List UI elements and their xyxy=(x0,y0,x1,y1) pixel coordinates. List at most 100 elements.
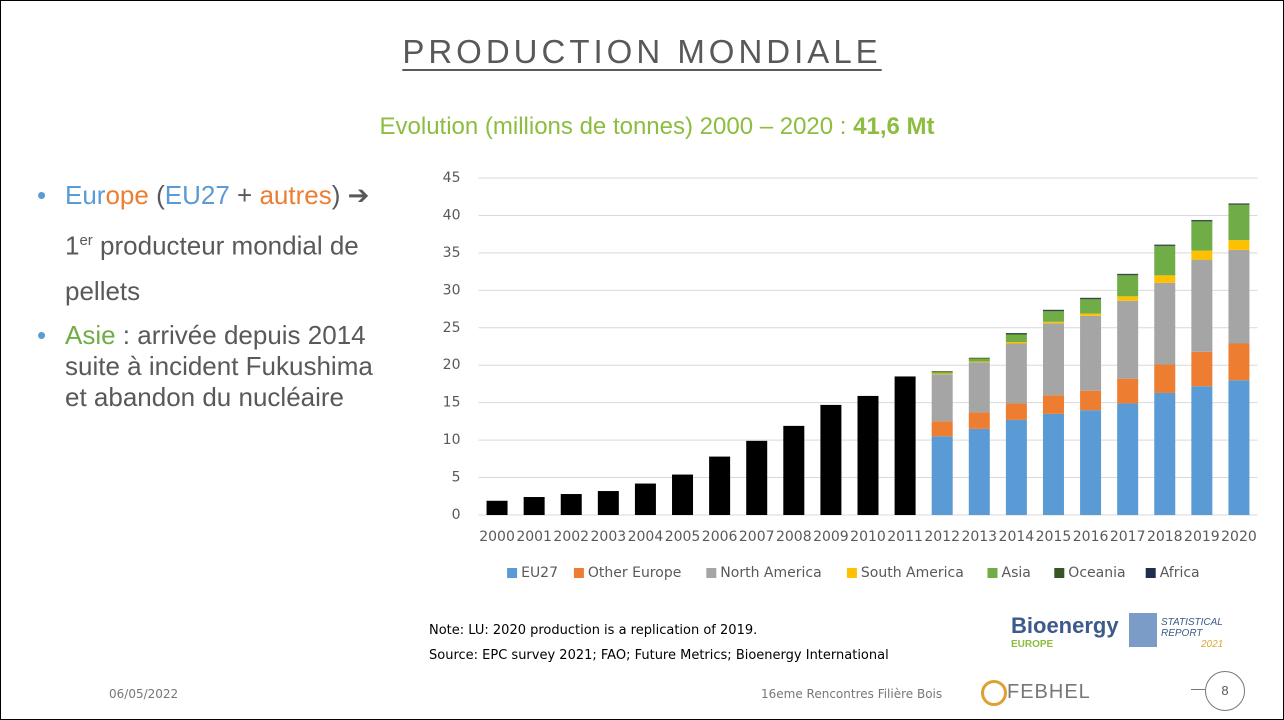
bar-segment xyxy=(1191,259,1213,352)
x-tick-label: 2003 xyxy=(591,529,627,545)
bar-segment xyxy=(1154,245,1176,247)
bar-segment xyxy=(1005,333,1027,334)
bar-segment xyxy=(1154,244,1176,246)
report-text: REPORT xyxy=(1161,628,1203,639)
x-tick-label: 2017 xyxy=(1110,529,1146,545)
bar-segment xyxy=(746,440,768,515)
y-tick-label: 35 xyxy=(443,245,461,261)
bar-segment xyxy=(968,362,990,413)
y-tick-label: 0 xyxy=(452,507,461,523)
bullet-list: Europe (EU27 + autres) ➔ 1er producteur … xyxy=(37,173,377,413)
report-icon xyxy=(1129,613,1157,647)
page-number: 8 xyxy=(1205,671,1245,711)
bar-segment xyxy=(1080,315,1102,391)
bar-segment xyxy=(968,428,990,515)
bar-segment xyxy=(968,357,990,359)
bullet: Asie : arrivée depuis 2014 suite à incid… xyxy=(37,320,377,413)
bar-segment xyxy=(1154,392,1176,515)
y-tick-label: 40 xyxy=(443,207,461,223)
bar-segment xyxy=(1080,299,1102,314)
bar-segment xyxy=(1117,273,1139,275)
bar-segment xyxy=(1228,249,1250,344)
bar-segment xyxy=(1154,364,1176,393)
bar-segment xyxy=(1005,343,1027,404)
bar-segment xyxy=(1191,351,1213,387)
x-tick-label: 2002 xyxy=(553,529,589,545)
bar-segment xyxy=(1042,321,1064,324)
bar-segment xyxy=(1154,246,1176,276)
y-tick-label: 5 xyxy=(452,470,461,486)
subtitle: Evolution (millions de tonnes) 2000 – 20… xyxy=(1,113,1283,141)
legend-swatch xyxy=(507,568,518,578)
y-tick-label: 15 xyxy=(443,395,461,411)
bar-segment xyxy=(968,358,990,362)
x-tick-label: 2008 xyxy=(776,529,812,545)
legend-label: Oceania xyxy=(1068,565,1125,581)
bar-segment xyxy=(1117,275,1139,297)
legend-label: Other Europe xyxy=(588,565,681,581)
y-tick-label: 25 xyxy=(443,320,461,336)
bar-segment xyxy=(1005,403,1027,420)
bar-segment xyxy=(1042,311,1064,322)
note: Note: LU: 2020 production is a replicati… xyxy=(429,623,758,638)
note: Source: EPC survey 2021; FAO; Future Met… xyxy=(429,648,889,663)
bar-segment xyxy=(1154,282,1176,365)
bar-segment xyxy=(1005,419,1027,515)
bar-segment xyxy=(1080,410,1102,515)
bar-segment xyxy=(968,412,990,429)
bar-segment xyxy=(1191,386,1213,515)
x-tick-label: 2013 xyxy=(961,529,997,545)
bullet: Europe (EU27 + autres) ➔ 1er producteur … xyxy=(37,173,377,314)
bar-segment xyxy=(1228,240,1250,250)
bar-segment xyxy=(486,500,508,515)
x-tick-label: 2016 xyxy=(1073,529,1109,545)
bar-segment xyxy=(931,374,953,422)
bar-segment xyxy=(968,361,990,363)
bullet-run: Asie xyxy=(65,319,116,350)
legend-swatch xyxy=(706,568,717,578)
bar-segment xyxy=(1117,300,1139,379)
bar-segment xyxy=(1228,203,1250,205)
bar-segment xyxy=(1080,390,1102,411)
footer-date: 06/05/2022 xyxy=(109,687,179,701)
title-text: PRODUCTION MONDIALE xyxy=(402,33,882,70)
legend-swatch xyxy=(987,568,998,578)
bar-segment xyxy=(634,483,656,515)
bar-segment xyxy=(1117,296,1139,301)
bar-segment xyxy=(1080,297,1102,299)
bar-segment xyxy=(1228,204,1250,241)
bar-segment xyxy=(560,494,582,515)
x-tick-label: 2011 xyxy=(887,529,923,545)
x-tick-label: 2018 xyxy=(1147,529,1183,545)
x-tick-label: 2006 xyxy=(702,529,738,545)
bar-segment xyxy=(820,404,842,515)
x-tick-label: 2010 xyxy=(850,529,886,545)
legend-swatch xyxy=(1145,568,1156,578)
bar-segment xyxy=(1080,298,1102,300)
bullet-run: EU27 xyxy=(164,180,230,210)
bioenergy-logo-sub: EUROPE xyxy=(1011,639,1054,650)
legend-label: South America xyxy=(861,565,964,581)
bar-segment xyxy=(894,376,916,515)
bullet-run: + xyxy=(229,180,260,210)
bar-segment xyxy=(931,421,953,437)
report-text: STATISTICAL xyxy=(1161,617,1223,628)
x-tick-label: 2000 xyxy=(479,529,515,545)
bullet-run: ( xyxy=(148,180,165,210)
bar-segment xyxy=(1228,204,1250,205)
legend-label: North America xyxy=(720,565,821,581)
x-tick-label: 2005 xyxy=(665,529,701,545)
legend-swatch xyxy=(846,568,857,578)
bullet-run: : arrivée depuis 2014 suite à incident F… xyxy=(65,319,373,412)
subtitle-bold: 41,6 Mt xyxy=(853,113,935,140)
x-tick-label: 2015 xyxy=(1036,529,1072,545)
bar-segment xyxy=(931,371,953,374)
x-tick-label: 2004 xyxy=(628,529,664,545)
bioenergy-logo: Bioenergy xyxy=(1011,613,1119,638)
bar-segment xyxy=(523,497,545,515)
bar-segment xyxy=(1191,250,1213,260)
page-dash xyxy=(1191,689,1205,690)
bullet-run: ) ➔ 1 xyxy=(65,180,370,261)
subtitle-text: Evolution (millions de tonnes) 2000 – 20… xyxy=(379,113,854,140)
bar-segment xyxy=(1042,323,1064,396)
